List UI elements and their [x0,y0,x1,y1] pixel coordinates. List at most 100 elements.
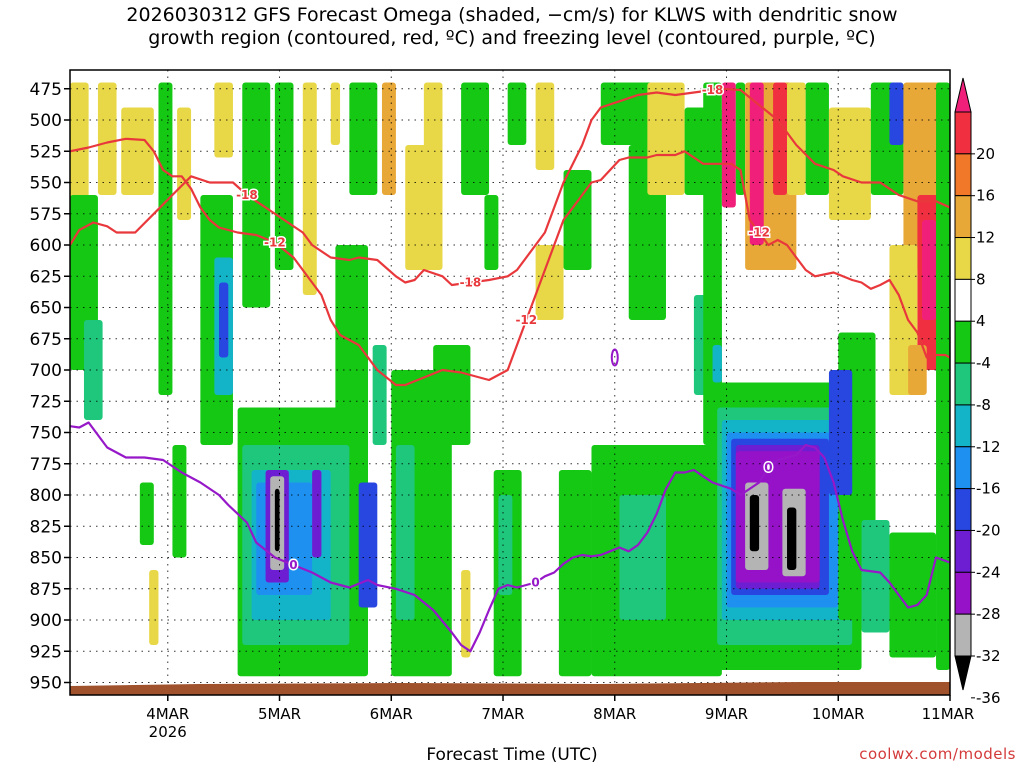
omega-cell-4 [121,107,154,195]
x-tick-sublabel-0: 2026 [149,723,187,741]
omega-cell-9 [139,482,154,545]
y-tick-label-500: 500 [30,111,62,131]
colorbar-top-arrow [954,77,972,113]
omega-cell-36 [461,82,490,195]
x-tick-label-5: 9MAR [705,705,748,723]
omega-cell-69 [889,532,937,658]
dgz-contour--18-label-2: -18 [702,83,724,97]
omega-cell-77 [828,107,871,220]
omega-cell-79 [889,82,904,145]
colorbar-bin-12 [954,571,972,615]
freezing-level-small-contour [610,348,619,367]
y-tick-label-925: 925 [30,642,62,662]
colorbar-tick-label-12: -32 [976,647,1001,665]
colorbar-bin-4 [954,237,972,280]
omega-cell-76 [805,82,829,195]
omega-cell-24 [358,482,378,608]
x-tick-label-6: 10MAR [812,705,865,723]
omega-cell-67 [828,370,853,495]
colorbar-bin-7 [954,362,972,406]
omega-shading-layer [70,82,950,677]
omega-cell-30 [381,82,396,195]
y-tick-label-675: 675 [30,330,62,350]
omega-cell-13 [214,82,233,158]
y-tick-label-725: 725 [30,392,62,412]
omega-cell-32 [395,445,415,620]
plot-frame [69,69,951,696]
omega-cell-1 [97,82,117,195]
omega-cell-38 [461,570,471,658]
y-tick-label-650: 650 [30,299,62,319]
y-tick-label-525: 525 [30,142,62,162]
colorbar-tick-label-13: -36 [976,689,1001,707]
terrain-fill [70,682,950,695]
colorbar-bin-1 [954,111,972,155]
y-tick-label-825: 825 [30,517,62,537]
y-tick-label-800: 800 [30,486,62,506]
colorbar-tick-label-2: 12 [976,229,995,247]
omega-cell-63 [749,495,760,552]
y-tick-label-900: 900 [30,611,62,631]
colorbar-tick-label-8: -16 [976,480,1001,498]
colorbar-tick-label-7: -12 [976,438,1001,456]
y-tick-label-625: 625 [30,267,62,287]
chart-title-line-2: growth region (contoured, red, ºC) and f… [148,27,876,49]
freezing-level-contour-label-1: 0 [531,576,539,590]
omega-cell-34 [423,82,443,195]
omega-cell-65 [787,507,797,570]
colorbar-bin-13 [954,613,972,657]
omega-cell-5 [158,82,173,395]
omega-cell-71 [735,82,746,195]
omega-cell-44 [563,170,592,270]
grid-layer [70,70,950,695]
omega-cell-26 [330,82,341,145]
colorbar-tick-label-5: -4 [976,354,991,372]
y-tick-label-550: 550 [30,174,62,194]
omega-cell-84 [908,345,927,395]
y-tick-label-475: 475 [30,80,62,100]
omega-cell-27 [335,245,368,445]
colorbar-bin-2 [954,153,972,197]
x-axis-title: Forecast Time (UTC) [426,745,598,765]
y-tick-label-750: 750 [30,424,62,444]
omega-cell-3 [83,320,103,420]
omega-cell-54 [712,345,722,383]
y-tick-label-850: 850 [30,549,62,569]
colorbar: 20 16 12 8 4 -4 -8 -12 -16 -20 -24 -28 -32 -36 [954,77,1001,707]
colorbar-tick-label-3: 8 [976,270,986,288]
terrain-layer [70,682,950,695]
y-tick-label-575: 575 [30,205,62,225]
colorbar-bin-8 [954,404,972,448]
dgz-contour--18-label-0: -18 [236,188,258,202]
credit-text: coolwx.com/models [859,745,1016,763]
omega-cell-74 [773,82,788,195]
colorbar-bin-3 [954,195,972,239]
omega-cell-45 [558,470,592,677]
omega-cell-42 [535,82,555,170]
omega-cell-6 [177,107,192,220]
omega-cell-7 [172,445,187,558]
omega-cell-14 [242,82,271,308]
x-tick-label-3: 7MAR [481,705,524,723]
omega-cell-28 [372,345,387,445]
y-axis: 475 500 525 550 575 600 625 650 675 700 725 750 775 8… [30,80,70,694]
omega-cell-82 [922,220,937,320]
colorbar-bin-11 [954,529,972,573]
dgz-contour--18-label-1: -18 [460,276,482,290]
dgz-contour--18 [70,87,950,287]
colorbar-tick-label-1: 16 [976,187,995,205]
omega-cell-41 [507,82,527,145]
colorbar-tick-label-4: 4 [976,312,986,330]
x-tick-label-2: 6MAR [370,705,413,723]
colorbar-bin-5 [954,278,972,322]
colorbar-bin-9 [954,446,972,490]
chart-title: 2026030312 GFS Forecast Omega (shaded, −… [0,4,1024,50]
x-tick-label-0: 4MAR [146,705,189,723]
x-tick-label-4: 8MAR [593,705,636,723]
dgz-contour--12 [70,137,950,387]
x-tick-label-1: 5MAR [258,705,301,723]
freezing-level-contour [70,421,950,653]
y-tick-label-775: 775 [30,455,62,475]
omega-cell-8 [149,570,159,645]
